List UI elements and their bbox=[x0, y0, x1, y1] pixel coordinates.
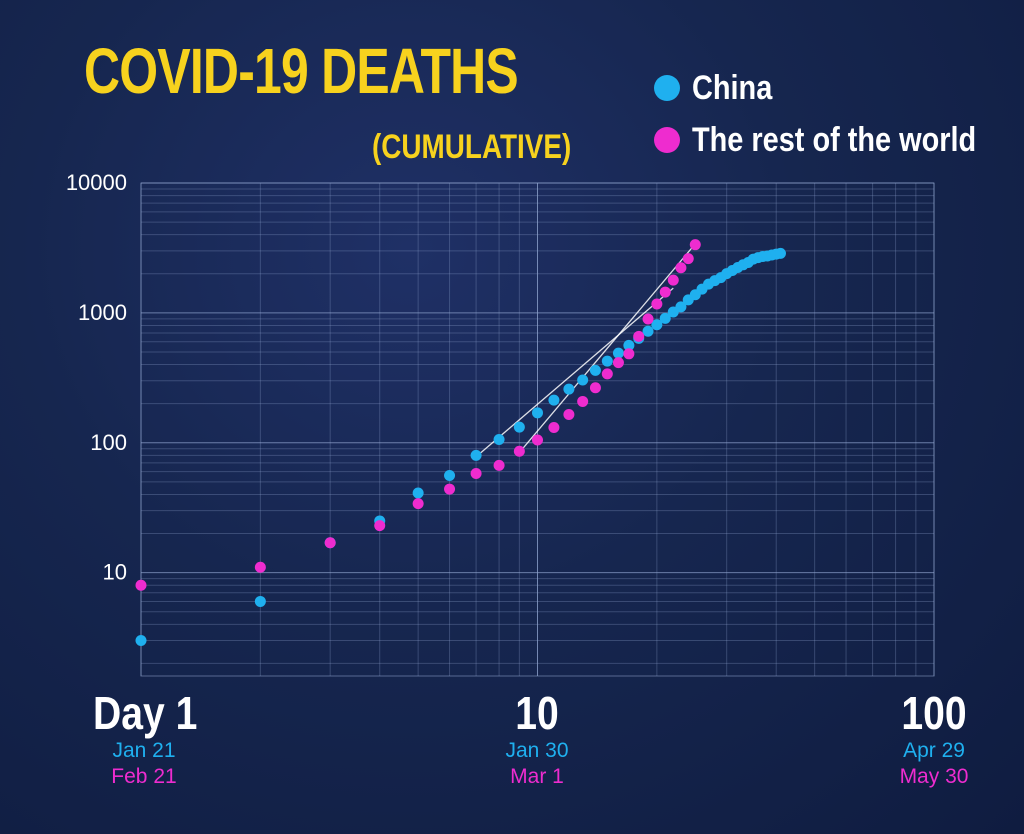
data-point-china bbox=[444, 469, 456, 481]
data-point-china bbox=[589, 364, 601, 376]
data-point-the-rest-of-the-world bbox=[548, 422, 560, 434]
legend: China The rest of the world bbox=[654, 62, 1024, 166]
trend-line-the-rest-of-the-world bbox=[518, 243, 696, 454]
data-point-the-rest-of-the-world bbox=[135, 579, 147, 591]
data-point-china bbox=[493, 433, 505, 445]
data-point-china bbox=[623, 339, 635, 351]
x-tick-china-date-100: Apr 29 bbox=[903, 739, 965, 762]
data-point-the-rest-of-the-world bbox=[601, 368, 613, 380]
data-point-the-rest-of-the-world bbox=[642, 313, 654, 325]
x-tick-world-date-day-1: Feb 21 bbox=[111, 765, 177, 788]
chart-title: COVID-19 DEATHS bbox=[84, 35, 519, 107]
x-tick-label-10: 10 bbox=[515, 687, 559, 739]
data-point-the-rest-of-the-world bbox=[412, 498, 424, 510]
x-tick-china-date-10: Jan 30 bbox=[505, 739, 569, 762]
legend-marker-rest-of-world bbox=[654, 127, 680, 153]
data-point-the-rest-of-the-world bbox=[532, 434, 543, 446]
y-tick-label: 1000 bbox=[78, 300, 127, 325]
legend-marker-china bbox=[654, 75, 680, 101]
data-point-china bbox=[577, 374, 589, 386]
data-point-china bbox=[532, 407, 543, 419]
data-point-the-rest-of-the-world bbox=[324, 537, 336, 549]
data-point-the-rest-of-the-world bbox=[254, 561, 266, 573]
data-point-china bbox=[601, 355, 613, 367]
data-point-the-rest-of-the-world bbox=[563, 409, 575, 421]
x-tick-china-date-day-1: Jan 21 bbox=[112, 739, 176, 762]
data-point-the-rest-of-the-world bbox=[633, 330, 645, 342]
y-tick-label: 10 bbox=[103, 560, 127, 585]
legend-label-rest-of-world: The rest of the world bbox=[692, 120, 977, 159]
data-point-china bbox=[675, 301, 687, 313]
legend-label-china: China bbox=[692, 68, 773, 107]
data-point-china bbox=[612, 347, 624, 359]
data-point-china bbox=[659, 312, 671, 324]
data-point-the-rest-of-the-world bbox=[513, 445, 525, 457]
data-point-the-rest-of-the-world bbox=[470, 467, 482, 479]
data-point-china bbox=[548, 394, 560, 406]
data-point-the-rest-of-the-world bbox=[589, 382, 601, 394]
data-point-china bbox=[135, 635, 147, 647]
legend-item-china: China bbox=[654, 62, 1024, 114]
x-tick-day-1: Day 1 Jan 21 Feb 21 bbox=[84, 688, 204, 790]
data-point-china bbox=[563, 383, 575, 395]
data-point-the-rest-of-the-world bbox=[577, 395, 589, 407]
data-point-the-rest-of-the-world bbox=[659, 286, 671, 298]
x-tick-label-day-1: Day 1 bbox=[93, 687, 198, 739]
data-point-the-rest-of-the-world bbox=[689, 239, 701, 251]
data-point-china bbox=[642, 325, 654, 337]
plot-frame bbox=[140, 182, 935, 677]
data-point-the-rest-of-the-world bbox=[444, 483, 456, 495]
data-point-the-rest-of-the-world bbox=[667, 274, 679, 286]
data-point-the-rest-of-the-world bbox=[612, 357, 624, 369]
y-tick-label: 10000 bbox=[66, 170, 127, 195]
x-tick-100: 100 Apr 29 May 30 bbox=[874, 688, 994, 790]
x-tick-10: 10 Jan 30 Mar 1 bbox=[477, 688, 597, 790]
data-point-china bbox=[412, 487, 424, 499]
data-point-the-rest-of-the-world bbox=[623, 348, 635, 360]
data-point-china bbox=[513, 421, 525, 433]
data-point-the-rest-of-the-world bbox=[374, 520, 386, 532]
trend-line-china bbox=[475, 287, 674, 458]
data-point-china bbox=[774, 247, 786, 259]
legend-item-rest-of-world: The rest of the world bbox=[654, 114, 1024, 166]
chart-subtitle: (CUMULATIVE) bbox=[372, 128, 572, 166]
data-point-china bbox=[254, 595, 266, 607]
data-point-the-rest-of-the-world bbox=[651, 298, 663, 310]
data-point-china bbox=[651, 319, 663, 331]
x-tick-world-date-10: Mar 1 bbox=[510, 765, 564, 788]
x-tick-label-100: 100 bbox=[901, 687, 967, 739]
data-point-the-rest-of-the-world bbox=[682, 253, 694, 265]
data-point-china bbox=[470, 449, 482, 461]
x-tick-world-date-100: May 30 bbox=[899, 765, 969, 788]
data-point-the-rest-of-the-world bbox=[493, 459, 505, 471]
data-point-the-rest-of-the-world bbox=[675, 262, 687, 274]
y-tick-label: 100 bbox=[90, 430, 127, 455]
